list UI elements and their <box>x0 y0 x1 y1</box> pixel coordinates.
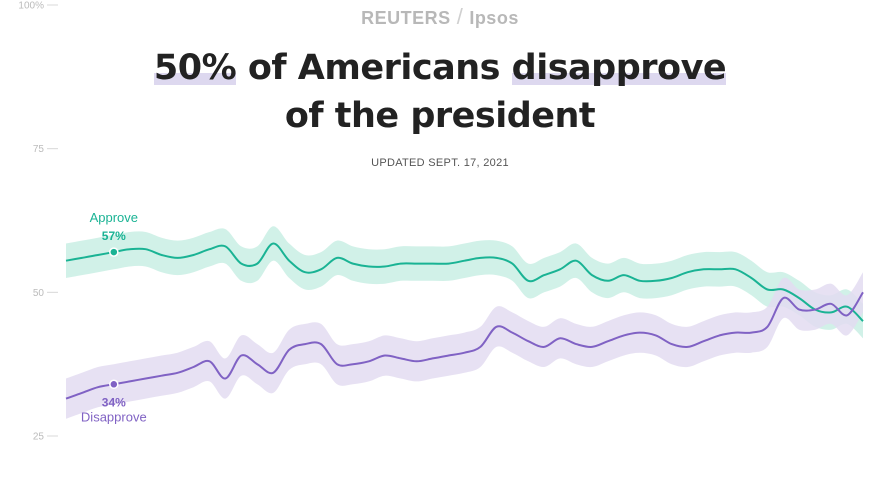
brand-ipsos: Ipsos <box>469 8 519 28</box>
title-highlight-percent: 50% <box>153 48 237 88</box>
title-middle: of Americans <box>236 48 512 88</box>
approve-series-label: Approve <box>90 210 138 225</box>
y-axis: 25 50 75 100% <box>18 1 58 443</box>
confidence-bands <box>66 226 863 419</box>
approve-point-marker <box>109 247 119 257</box>
brand-reuters: REUTERS <box>361 8 451 28</box>
disapprove-confidence-band <box>66 272 863 419</box>
disapprove-point-marker <box>109 379 119 390</box>
brand-divider: / <box>456 4 464 29</box>
title-line-two: of the president <box>284 96 596 136</box>
y-tick-label: 25 <box>33 432 45 443</box>
disapprove-series-label: Disapprove <box>81 409 147 424</box>
disapprove-line <box>65 291 864 400</box>
disapprove-value-label: 34% <box>102 395 126 409</box>
approve-value-label: 57% <box>102 229 126 243</box>
y-tick-label: 75 <box>33 144 45 155</box>
page-title: 50% of Americans disapprove of the presi… <box>0 44 880 140</box>
brand-logo: REUTERS / Ipsos <box>0 4 880 30</box>
updated-date: UPDATED SEPT. 17, 2021 <box>371 157 509 169</box>
y-tick-label: 50 <box>33 288 45 299</box>
approve-line <box>65 242 864 322</box>
y-tick-label: 100% <box>18 1 44 12</box>
series-lines <box>65 242 864 400</box>
title-highlight-disapprove: disapprove <box>511 48 727 88</box>
